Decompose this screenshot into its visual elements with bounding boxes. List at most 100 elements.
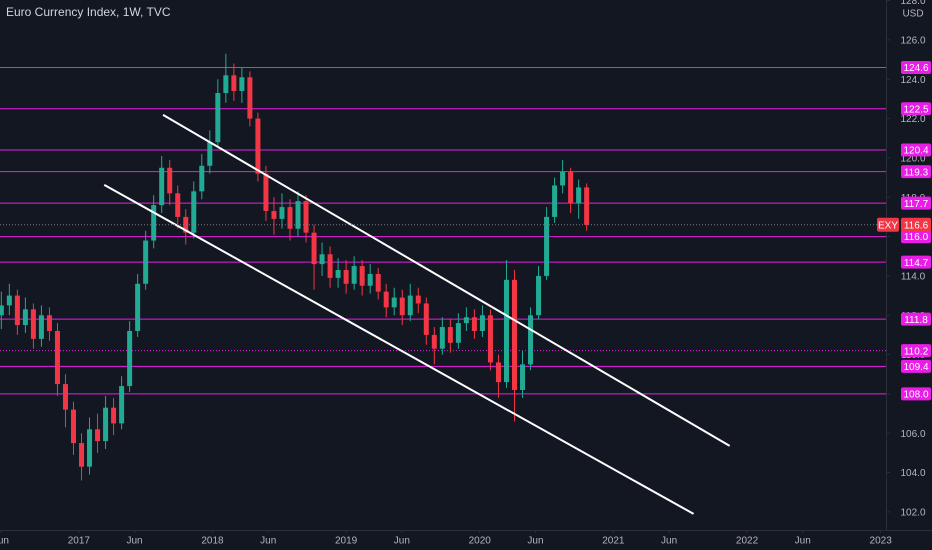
level-label-box <box>901 143 931 157</box>
candle-body <box>431 334 437 349</box>
trend-line <box>103 183 695 515</box>
chart-title: Euro Currency Index, 1W, TVC <box>6 5 171 19</box>
candle-body <box>255 118 261 174</box>
candle-body <box>584 187 590 225</box>
candle-body <box>295 201 301 229</box>
candle-body <box>62 384 68 410</box>
candle-body <box>568 171 574 204</box>
level-label: 108.0 <box>903 390 928 401</box>
level-label-box <box>901 165 931 179</box>
candle-body <box>391 297 397 308</box>
y-tick-label: 124.0 <box>900 75 925 86</box>
candle-body <box>479 315 485 331</box>
candle-body <box>439 327 445 349</box>
level-label: 109.4 <box>903 362 928 373</box>
candle-body <box>135 283 141 331</box>
candle-body <box>487 315 493 363</box>
level-label: 111.8 <box>904 315 928 326</box>
currency-label: USD <box>902 9 923 20</box>
candle-body <box>87 429 93 467</box>
level-label: 117.7 <box>904 199 929 210</box>
y-tick-label: 122.0 <box>900 114 925 125</box>
level-label-box <box>901 230 931 244</box>
x-tick-label: 2022 <box>736 536 759 547</box>
candle-body <box>207 142 213 166</box>
candle-body <box>503 279 509 383</box>
candle-body <box>367 273 373 286</box>
candle-body <box>46 315 52 331</box>
trend-line <box>162 113 731 447</box>
y-tick-label: 114.0 <box>901 272 926 283</box>
candle-body <box>79 443 85 467</box>
candle-body <box>303 201 309 233</box>
candle-body <box>511 279 517 390</box>
candle-body <box>407 295 413 316</box>
candle-body <box>215 93 221 143</box>
level-label-box <box>901 196 931 210</box>
candle-body <box>38 315 44 339</box>
level-label-box <box>901 60 931 74</box>
symbol-label-box <box>877 217 899 232</box>
level-label-box <box>901 359 931 373</box>
candle-body <box>463 317 469 324</box>
symbol-label: EXY <box>878 220 898 231</box>
candle-body <box>30 309 36 339</box>
candle-body <box>495 362 501 383</box>
x-tick-label: Jun <box>127 536 143 547</box>
level-label-box <box>901 387 931 401</box>
candle-body <box>311 232 317 265</box>
candle-body <box>279 207 285 219</box>
plot-area <box>0 53 886 515</box>
x-tick-label: Jun <box>260 536 276 547</box>
x-tick-label: 2017 <box>68 536 91 547</box>
candle-body <box>0 305 4 316</box>
candle-body <box>471 317 477 331</box>
candle-body <box>159 167 165 206</box>
level-label: 124.6 <box>903 63 928 74</box>
level-label: 114.7 <box>904 258 929 269</box>
candle-body <box>271 211 277 219</box>
x-tick-label: Jun <box>527 536 543 547</box>
y-tick-label: 104.0 <box>900 468 925 479</box>
y-tick-label: 102.0 <box>900 508 925 519</box>
level-label: 116.0 <box>904 232 929 243</box>
x-tick-label: 2020 <box>469 536 492 547</box>
price-axis: 102.0104.0106.0108.0110.0112.0114.0116.0… <box>877 0 931 519</box>
candle-body <box>54 330 60 385</box>
candle-body <box>6 295 12 306</box>
candle-body <box>319 254 325 265</box>
level-label-box <box>901 344 931 358</box>
level-label: 120.4 <box>903 146 928 157</box>
level-label-box <box>901 312 931 326</box>
candle-body <box>239 77 245 92</box>
candle-body <box>231 75 237 92</box>
x-tick-label: Jun <box>795 536 811 547</box>
x-tick-label: Jun <box>394 536 410 547</box>
candle-body <box>143 240 149 284</box>
candle-body <box>351 266 357 284</box>
level-label-box <box>901 255 931 269</box>
candle-body <box>375 273 381 292</box>
candle-body <box>447 327 453 343</box>
x-tick-label: Jun <box>661 536 677 547</box>
x-tick-label: 2018 <box>201 536 224 547</box>
candle-body <box>247 77 253 119</box>
candle-body <box>223 75 229 94</box>
candle-body <box>560 171 566 186</box>
level-label: 119.3 <box>904 167 929 178</box>
candle-body <box>119 386 125 424</box>
candle-body <box>520 364 526 390</box>
x-tick-label: 2019 <box>335 536 358 547</box>
candle-body <box>287 207 293 229</box>
candle-body <box>576 187 582 204</box>
candle-body <box>14 295 20 326</box>
candle-body <box>191 191 197 233</box>
candle-body <box>552 185 558 217</box>
y-tick-label: 106.0 <box>900 429 925 440</box>
candle-body <box>455 323 461 343</box>
candle-body <box>199 165 205 192</box>
candle-body <box>327 254 333 278</box>
candle-body <box>335 270 341 278</box>
